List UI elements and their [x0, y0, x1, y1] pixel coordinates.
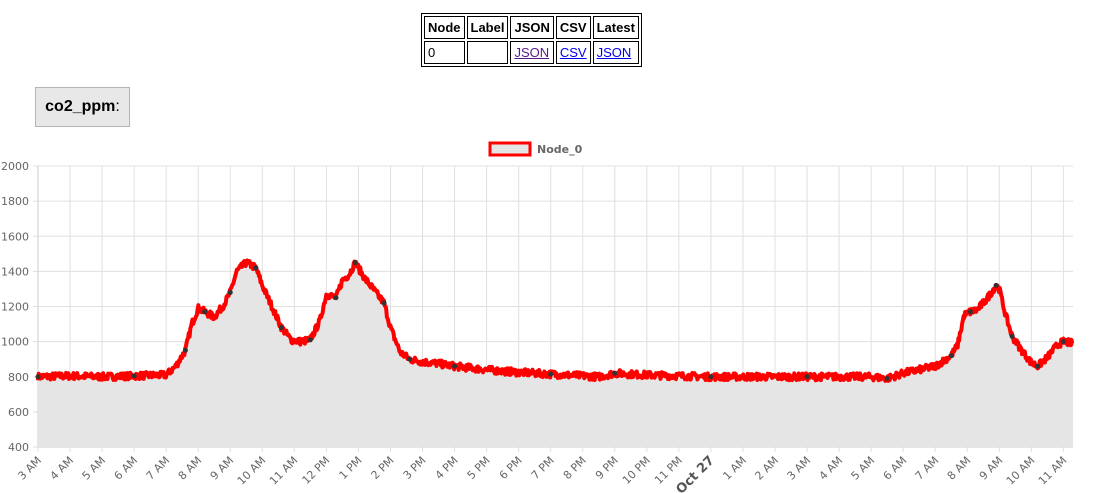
x-tick-label: 11 AM	[267, 454, 301, 488]
data-point	[548, 371, 554, 377]
x-tick-label: 6 AM	[881, 454, 910, 483]
table-row: 0 JSON CSV JSON	[424, 41, 639, 64]
x-tick-label: 9 AM	[208, 454, 237, 483]
data-point	[1060, 339, 1066, 345]
series-line-node-0	[36, 258, 1075, 383]
x-tick-label: 2 PM	[369, 454, 397, 482]
x-tick-label: 12 PM	[300, 454, 333, 487]
header-node: Node	[424, 16, 465, 39]
data-point	[452, 363, 458, 369]
cell-json: JSON	[510, 41, 554, 64]
data-point	[948, 353, 954, 359]
x-tick-label: 7 AM	[913, 454, 942, 483]
data-point	[307, 337, 313, 343]
data-point	[967, 309, 973, 315]
data-point	[333, 295, 339, 301]
data-point	[612, 370, 618, 376]
header-label: Label	[466, 16, 509, 39]
cell-csv: CSV	[555, 41, 591, 64]
x-tick-label: 9 PM	[593, 454, 621, 482]
x-tick-label: 4 PM	[433, 454, 461, 482]
data-point	[884, 376, 890, 382]
cell-label	[466, 41, 509, 64]
header-csv: CSV	[555, 16, 591, 39]
x-tick-label: 8 AM	[945, 454, 974, 483]
y-tick-label: 400	[8, 441, 29, 454]
x-tick-label: 10 AM	[1004, 454, 1038, 488]
y-tick-label: 1400	[1, 265, 29, 278]
x-tick-label: 6 AM	[112, 454, 141, 483]
y-tick-label: 800	[8, 371, 29, 384]
sensor-name: co2_ppm	[45, 98, 116, 115]
data-point	[352, 260, 358, 266]
data-point	[279, 325, 285, 331]
x-tick-label: 3 AM	[15, 454, 44, 483]
x-tick-label: 2 AM	[752, 454, 781, 483]
x-tick-label: 3 PM	[401, 454, 429, 482]
x-tick-label: 9 AM	[977, 454, 1006, 483]
x-tick-label: 6 PM	[497, 454, 525, 482]
latest-json-link[interactable]: JSON	[596, 45, 632, 60]
x-tick-label: 5 AM	[849, 454, 878, 483]
y-tick-label: 600	[8, 406, 29, 419]
table-header-row: Node Label JSON CSV Latest	[424, 16, 639, 39]
x-tick-label: 4 AM	[817, 454, 846, 483]
data-point	[253, 265, 259, 271]
data-point	[131, 373, 137, 379]
x-tick-label: 1 PM	[337, 454, 365, 482]
data-point	[407, 356, 413, 362]
x-tick-label: 10 PM	[620, 454, 653, 487]
data-point	[1009, 333, 1015, 339]
y-tick-label: 1600	[1, 230, 29, 243]
data-point	[1035, 363, 1041, 369]
data-point	[227, 289, 233, 295]
x-tick-label: 8 AM	[176, 454, 205, 483]
series-area-fill	[38, 260, 1073, 447]
x-tick-label: 5 PM	[465, 454, 493, 482]
csv-link[interactable]: CSV	[559, 45, 587, 60]
sensor-suffix: :	[115, 98, 120, 115]
header-latest: Latest	[592, 16, 639, 39]
x-tick-label: 3 AM	[785, 454, 814, 483]
x-tick-label: 11 AM	[1036, 454, 1070, 488]
cell-node: 0	[424, 41, 465, 64]
legend-label: Node_0	[537, 143, 583, 156]
x-tick-label: 1 AM	[720, 454, 749, 483]
sensor-title: co2_ppm:	[35, 87, 130, 127]
x-tick-label: 4 AM	[48, 454, 77, 483]
x-tick-label: 5 AM	[80, 454, 109, 483]
y-tick-label: 1200	[1, 301, 29, 314]
data-point	[708, 374, 714, 380]
cell-latest: JSON	[592, 41, 639, 64]
header-json: JSON	[510, 16, 554, 39]
y-tick-label: 2000	[1, 160, 29, 173]
data-point	[202, 309, 208, 315]
json-link[interactable]: JSON	[514, 45, 550, 60]
nodes-table: Node Label JSON CSV Latest 0 JSON CSV JS…	[421, 13, 642, 67]
data-point	[993, 282, 999, 288]
y-tick-label: 1000	[1, 336, 29, 349]
data-point	[381, 300, 387, 306]
data-point	[804, 374, 810, 380]
data-point	[35, 374, 41, 380]
x-tick-label: 8 PM	[561, 454, 589, 482]
x-tick-label: 10 AM	[235, 454, 269, 488]
x-tick-label: 7 PM	[529, 454, 557, 482]
x-tick-label: 7 AM	[144, 454, 173, 483]
data-point	[182, 347, 188, 353]
y-tick-label: 1800	[1, 195, 29, 208]
legend-swatch	[488, 141, 532, 157]
